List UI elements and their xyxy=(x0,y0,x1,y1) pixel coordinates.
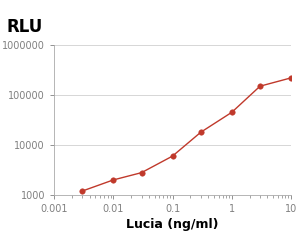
X-axis label: Lucia (ng/ml): Lucia (ng/ml) xyxy=(126,218,219,231)
Text: RLU: RLU xyxy=(6,18,42,36)
